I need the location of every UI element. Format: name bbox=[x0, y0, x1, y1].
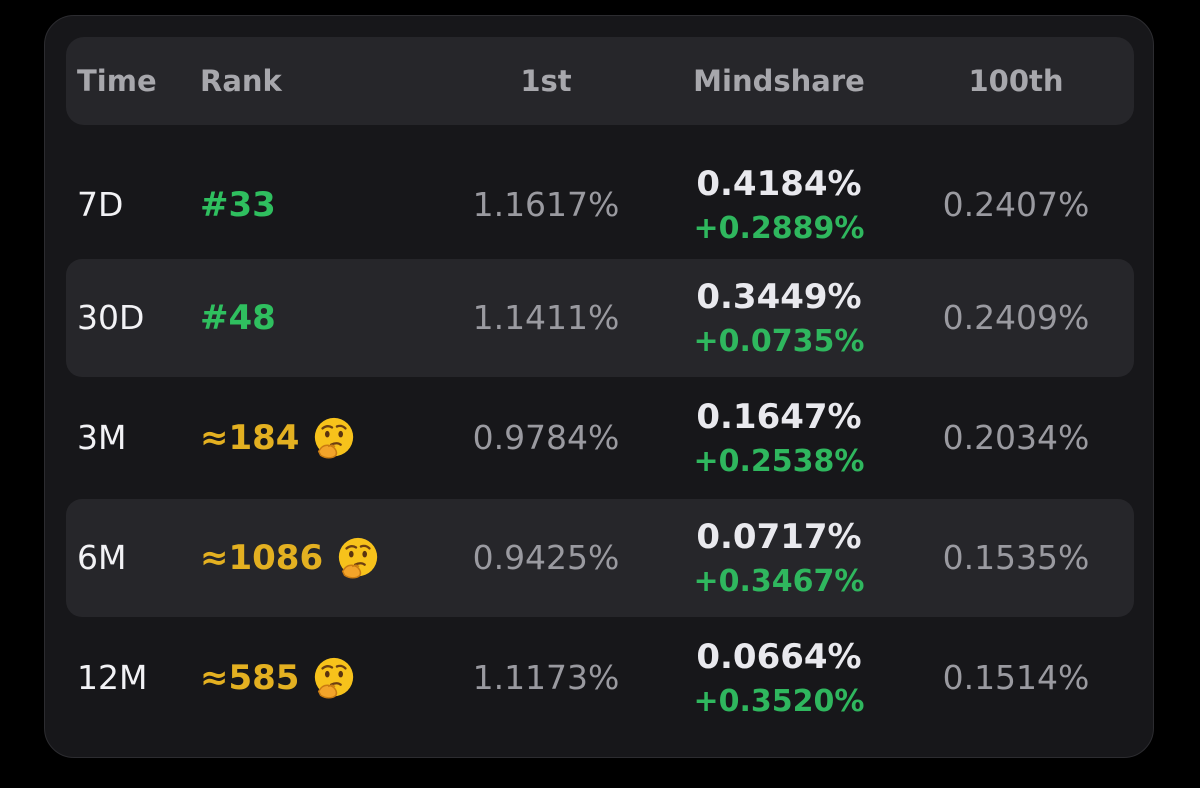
mindshare-cell: 0.0717% +0.3467% bbox=[664, 499, 894, 617]
time-cell: 12M bbox=[77, 658, 148, 697]
hundredth-place-cell: 0.1535% bbox=[942, 538, 1090, 577]
rank-value: ≈585 bbox=[200, 658, 300, 698]
hundredth-place-cell: 0.2407% bbox=[942, 185, 1090, 224]
rank-cell: ≈184 bbox=[200, 379, 357, 497]
table-row-6m: 6M ≈1086 0.9425% 0.0717% +0.3467% 0.1535… bbox=[66, 499, 1134, 617]
rank-cell: #48 bbox=[200, 259, 276, 377]
mindshare-value: 0.4184% bbox=[696, 164, 862, 204]
table-header: Time Rank 1st Mindshare 100th bbox=[66, 37, 1134, 125]
table-row-12m: 12M ≈585 1.1173% 0.0664% +0.3520% 0.1514… bbox=[66, 619, 1134, 737]
mindshare-rank-card: Time Rank 1st Mindshare 100th 7D #33 1.1… bbox=[44, 15, 1154, 758]
mindshare-cell: 0.0664% +0.3520% bbox=[664, 619, 894, 737]
header-mindshare: Mindshare bbox=[693, 64, 865, 98]
rank-cell: ≈585 bbox=[200, 619, 357, 737]
header-hundredth: 100th bbox=[968, 64, 1064, 98]
mindshare-cell: 0.1647% +0.2538% bbox=[664, 379, 894, 497]
table-row-3m: 3M ≈184 0.9784% 0.1647% +0.2538% 0.2034% bbox=[66, 379, 1134, 497]
hundredth-place-cell: 0.2409% bbox=[942, 298, 1090, 337]
mindshare-delta: +0.2889% bbox=[693, 211, 865, 246]
rank-cell: ≈1086 bbox=[200, 499, 381, 617]
table-row-30d: 30D #48 1.1411% 0.3449% +0.0735% 0.2409% bbox=[66, 259, 1134, 377]
first-place-cell: 1.1617% bbox=[472, 185, 620, 224]
mindshare-delta: +0.2538% bbox=[693, 444, 865, 479]
first-place-cell: 0.9784% bbox=[472, 418, 620, 457]
header-rank: Rank bbox=[200, 64, 282, 98]
header-time: Time bbox=[77, 64, 157, 98]
time-cell: 7D bbox=[77, 185, 124, 224]
mindshare-value: 0.1647% bbox=[696, 397, 862, 437]
mindshare-delta: +0.0735% bbox=[693, 324, 865, 359]
thinking-face-icon bbox=[315, 657, 354, 699]
mindshare-cell: 0.3449% +0.0735% bbox=[664, 259, 894, 377]
thinking-face-icon bbox=[315, 417, 354, 459]
time-cell: 30D bbox=[77, 298, 145, 337]
rank-value: #33 bbox=[200, 185, 276, 225]
mindshare-value: 0.0664% bbox=[696, 637, 862, 677]
mindshare-value: 0.0717% bbox=[696, 517, 862, 557]
rank-value: ≈1086 bbox=[200, 538, 324, 578]
mindshare-delta: +0.3467% bbox=[693, 564, 865, 599]
first-place-cell: 1.1173% bbox=[472, 658, 620, 697]
rank-cell: #33 bbox=[200, 146, 276, 264]
first-place-cell: 1.1411% bbox=[472, 298, 620, 337]
mindshare-delta: +0.3520% bbox=[693, 684, 865, 719]
time-cell: 6M bbox=[77, 538, 127, 577]
hundredth-place-cell: 0.1514% bbox=[942, 658, 1090, 697]
mindshare-value: 0.3449% bbox=[696, 277, 862, 317]
thinking-face-icon bbox=[338, 537, 378, 579]
time-cell: 3M bbox=[77, 418, 127, 457]
table-row-7d: 7D #33 1.1617% 0.4184% +0.2889% 0.2407% bbox=[66, 146, 1134, 264]
rank-value: #48 bbox=[200, 298, 276, 338]
first-place-cell: 0.9425% bbox=[472, 538, 620, 577]
hundredth-place-cell: 0.2034% bbox=[942, 418, 1090, 457]
mindshare-cell: 0.4184% +0.2889% bbox=[664, 146, 894, 264]
rank-value: ≈184 bbox=[200, 418, 300, 458]
header-first: 1st bbox=[520, 64, 572, 98]
